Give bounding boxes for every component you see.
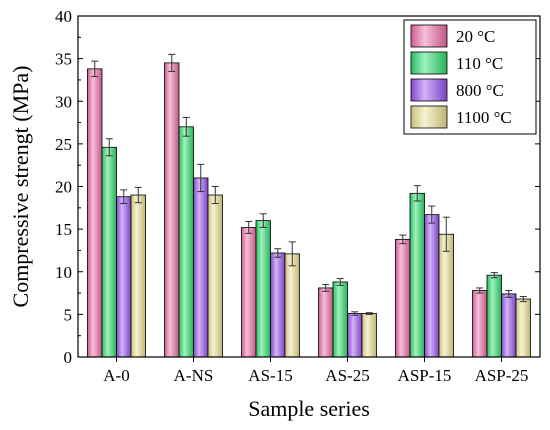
error-bar-A-0-s2: [105, 138, 113, 157]
y-tick-label: 10: [55, 263, 72, 282]
error-bar-A-0-s1: [91, 60, 99, 78]
x-axis: A-0 A-NS AS-15 AS-25 ASP-15 ASP-25: [103, 357, 528, 385]
error-bar-ASP-15-s1: [399, 234, 407, 245]
y-tick-label: 35: [55, 50, 72, 69]
legend: 20 °C 110 °C 800 °C 1100 °C: [403, 19, 537, 135]
bar-AS-15-s1: [241, 227, 257, 358]
error-bar-A-0-s4: [134, 186, 142, 204]
legend-swatch-s2: [410, 51, 448, 75]
bar-ASP-15-s3: [424, 214, 440, 358]
bar-AS-15-s3: [270, 252, 286, 358]
x-axis-title: Sample series: [248, 396, 370, 421]
x-tick-label: ASP-15: [398, 366, 452, 385]
error-bar-AS-25-s2: [336, 278, 344, 286]
y-tick-label: 5: [64, 305, 73, 324]
x-tick-label: A-NS: [174, 366, 214, 385]
bar-A-0-s3: [116, 196, 132, 358]
bar-A-NS-s4: [207, 194, 223, 358]
legend-swatch-s4: [410, 105, 448, 129]
bar-A-NS-s1: [164, 62, 180, 358]
bar-ASP-25-s1: [472, 290, 488, 358]
y-tick-label: 40: [55, 7, 72, 26]
legend-swatch-s1: [410, 24, 448, 48]
bar-AS-15-s2: [255, 220, 271, 358]
error-bar-AS-25-s3: [351, 311, 359, 316]
legend-label-s3: 800 °C: [456, 81, 504, 100]
bar-A-0-s1: [87, 68, 103, 358]
y-axis-title: Compressive strengt (MPa): [8, 66, 33, 308]
x-tick-label: AS-25: [325, 366, 369, 385]
x-tick-label: A-0: [103, 366, 129, 385]
bar-ASP-25-s2: [486, 274, 502, 358]
y-axis: 0 5 10 15 20 25 30 35 40: [55, 7, 540, 367]
error-bar-AS-25-s1: [322, 284, 330, 292]
error-bar-A-NS-s3: [197, 163, 205, 193]
bars-layer: [87, 62, 531, 358]
error-bar-AS-15-s1: [245, 220, 253, 234]
legend-swatch-s3: [410, 78, 448, 102]
bar-AS-15-s4: [284, 253, 300, 358]
y-tick-label: 30: [55, 92, 72, 111]
y-tick-label: 20: [55, 178, 72, 197]
bar-ASP-25-s4: [515, 298, 531, 358]
bar-A-0-s4: [130, 194, 146, 358]
error-bar-ASP-15-s3: [428, 205, 436, 224]
error-bar-A-NS-s1: [168, 53, 176, 72]
legend-label-s2: 110 °C: [456, 54, 503, 73]
error-bar-ASP-25-s2: [490, 272, 498, 279]
x-tick-label: AS-15: [248, 366, 292, 385]
bar-ASP-15-s1: [395, 238, 411, 358]
error-bar-AS-15-s4: [288, 241, 296, 267]
error-bar-ASP-25-s1: [476, 287, 484, 294]
error-bar-ASP-25-s3: [505, 290, 513, 298]
legend-label-s4: 1100 °C: [456, 108, 512, 127]
bar-AS-25-s2: [332, 281, 348, 358]
bar-A-NS-s2: [178, 126, 194, 358]
bar-AS-25-s4: [361, 313, 377, 358]
bar-AS-25-s1: [318, 287, 334, 358]
bar-A-NS-s3: [193, 177, 209, 358]
bar-A-0-s2: [101, 146, 117, 358]
y-tick-label: 0: [64, 348, 73, 367]
y-tick-label: 15: [55, 220, 72, 239]
error-bar-AS-15-s2: [259, 213, 267, 228]
error-bar-A-0-s3: [120, 189, 128, 205]
bar-AS-25-s3: [347, 313, 363, 358]
error-bar-ASP-15-s4: [442, 216, 450, 252]
bar-ASP-25-s3: [501, 293, 517, 358]
y-tick-label: 25: [55, 135, 72, 154]
error-bar-A-NS-s2: [182, 116, 190, 137]
error-bar-ASP-25-s4: [519, 295, 527, 303]
bar-ASP-15-s2: [409, 192, 425, 358]
legend-label-s1: 20 °C: [456, 27, 495, 46]
x-tick-label: ASP-25: [475, 366, 529, 385]
error-bar-AS-25-s4: [365, 312, 373, 315]
error-bars-layer: [91, 53, 527, 316]
bar-ASP-15-s4: [438, 233, 454, 358]
error-bar-A-NS-s4: [211, 186, 219, 205]
error-bar-AS-15-s3: [274, 248, 282, 258]
error-bar-ASP-15-s2: [413, 185, 421, 202]
